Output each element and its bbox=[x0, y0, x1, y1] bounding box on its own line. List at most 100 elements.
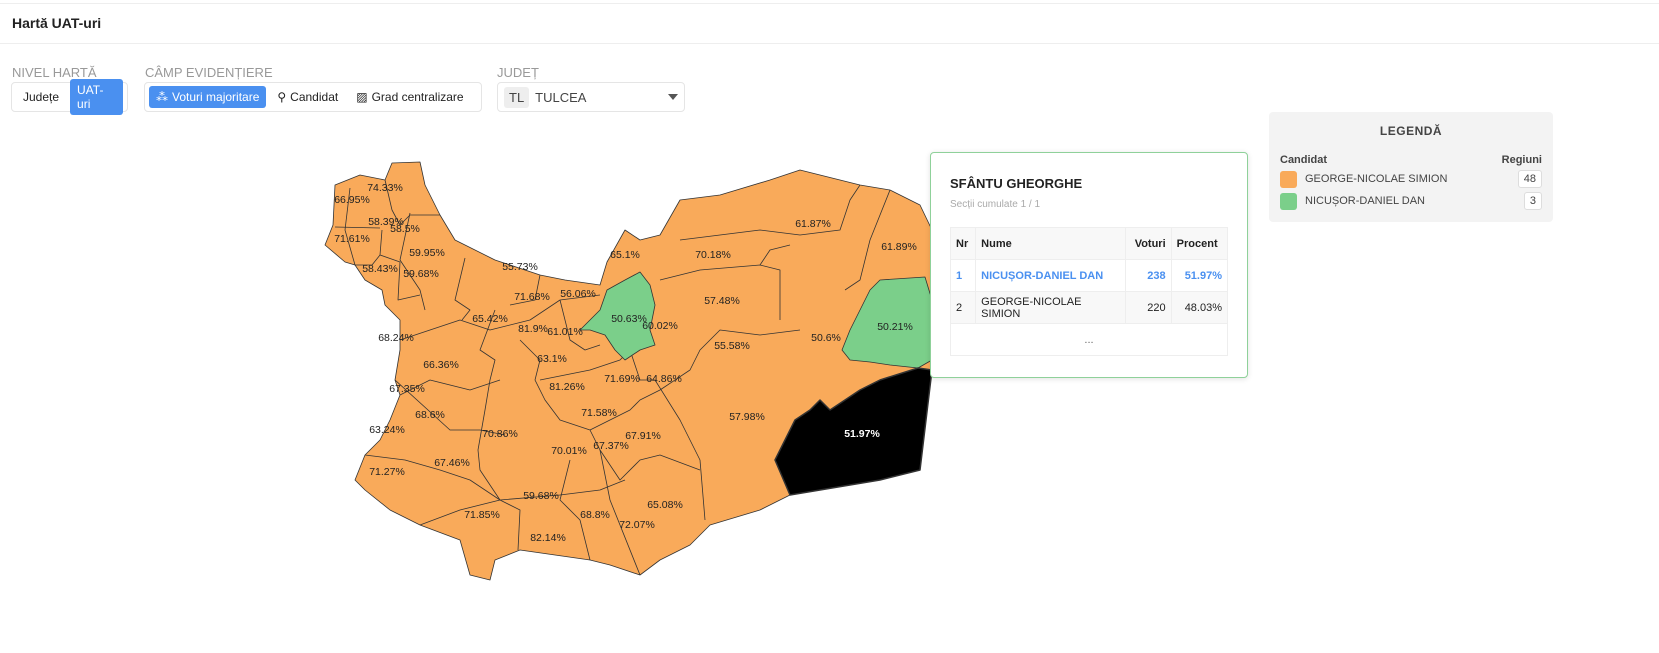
uat-percent-label: 50.21% bbox=[877, 321, 913, 333]
uat-percent-label: 70.86% bbox=[482, 428, 518, 440]
row-name: GEORGE-NICOLAE SIMION bbox=[975, 291, 1127, 324]
uat-percent-label: 72.07% bbox=[619, 519, 655, 531]
uat-percent-label: 61.89% bbox=[881, 241, 917, 253]
map-level-label: NIVEL HARTĂ bbox=[12, 65, 97, 80]
nodes-icon: ⁂ bbox=[156, 90, 168, 104]
uat-border bbox=[399, 212, 426, 311]
uat-percent-label: 59.95% bbox=[409, 247, 445, 259]
tooltip-subtitle: Secții cumulate 1 / 1 bbox=[950, 199, 1041, 210]
uat-percent-label: 65.08% bbox=[647, 499, 683, 511]
candidate-button[interactable]: ⚲ Candidat bbox=[270, 86, 345, 108]
uat-percent-label: 57.98% bbox=[729, 411, 765, 423]
uat-percent-label: 65.42% bbox=[472, 313, 508, 325]
uat-percent-label: 55.58% bbox=[714, 340, 750, 352]
row-votes: 238 bbox=[1125, 259, 1172, 292]
uat-percent-label: 60.02% bbox=[642, 320, 678, 332]
uat-region-selected[interactable] bbox=[774, 367, 933, 496]
legend-name: NICUȘOR-DANIEL DAN bbox=[1305, 195, 1425, 207]
legend-item: GEORGE-NICOLAE SIMION 48 bbox=[1280, 170, 1542, 188]
uat-percent-label: 56.06% bbox=[560, 288, 596, 300]
county-select[interactable]: TL TULCEA bbox=[497, 82, 685, 112]
uat-percent-label: 65.1% bbox=[610, 249, 640, 261]
majority-votes-label: Voturi majoritare bbox=[172, 90, 260, 104]
county-outline[interactable] bbox=[324, 161, 933, 581]
uat-border bbox=[344, 187, 383, 266]
uat-percent-label: 71.85% bbox=[464, 509, 500, 521]
row-name: NICUȘOR-DANIEL DAN bbox=[975, 259, 1127, 292]
uat-border bbox=[844, 189, 891, 291]
chart-icon: ▨ bbox=[356, 90, 368, 104]
uat-percent-label: 58.5% bbox=[390, 223, 420, 235]
uat-border bbox=[759, 244, 791, 266]
uat-border bbox=[334, 226, 381, 229]
col-name: Nume bbox=[975, 227, 1127, 260]
uat-percent-label: 82.14% bbox=[530, 532, 566, 544]
row-nr: 1 bbox=[949, 259, 977, 292]
uat-percent-label: 71.61% bbox=[334, 233, 370, 245]
level-uat-button[interactable]: UAT-uri bbox=[70, 79, 123, 115]
legend-count: 3 bbox=[1523, 192, 1542, 210]
legend-swatch bbox=[1280, 192, 1297, 210]
uat-percent-label: 68.24% bbox=[378, 332, 414, 344]
uat-border bbox=[454, 257, 471, 321]
majority-votes-button[interactable]: ⁂ Voturi majoritare bbox=[149, 86, 267, 108]
uat-percent-label: 70.18% bbox=[695, 249, 731, 261]
uat-percent-label: 66.36% bbox=[423, 359, 459, 371]
uat-percent-label: 74.33% bbox=[367, 182, 403, 194]
centralization-button[interactable]: ▨ Grad centralizare bbox=[349, 86, 470, 108]
uat-percent-label: 51.97% bbox=[844, 428, 880, 440]
uat-region-dan[interactable] bbox=[579, 271, 656, 361]
page-title: Hartă UAT-uri bbox=[0, 3, 1659, 44]
uat-percent-label: 67.46% bbox=[434, 457, 470, 469]
results-table: Nr Nume Voturi Procent 1 NICUȘOR-DANIEL DAN 2… bbox=[949, 227, 1229, 356]
uat-border bbox=[589, 329, 801, 431]
centralization-label: Grad centralizare bbox=[371, 90, 464, 104]
uat-percent-label: 71.58% bbox=[581, 407, 617, 419]
legend-name: GEORGE-NICOLAE SIMION bbox=[1305, 173, 1448, 185]
uat-percent-label: 81.26% bbox=[549, 381, 585, 393]
uat-percent-label: 66.95% bbox=[334, 194, 370, 206]
col-pct: Procent bbox=[1170, 227, 1229, 260]
uat-percent-label: 58.39% bbox=[368, 216, 404, 228]
uat-percent-label: 63.1% bbox=[537, 353, 567, 365]
uat-border bbox=[379, 254, 421, 301]
table-row: 2 GEORGE-NICOLAE SIMION 220 48.03% bbox=[949, 291, 1229, 324]
tooltip-title: SFÂNTU GHEORGHE bbox=[950, 176, 1083, 191]
uat-percent-label: 67.37% bbox=[593, 440, 629, 452]
uat-border bbox=[629, 349, 706, 521]
uat-percent-label: 59.68% bbox=[523, 490, 559, 502]
col-nr: Nr bbox=[949, 227, 977, 260]
level-counties-button[interactable]: Județe bbox=[23, 90, 60, 104]
legend-swatch bbox=[1280, 170, 1297, 188]
uat-percent-label: 64.86% bbox=[646, 373, 682, 385]
highlight-field-toggle: ⁂ Voturi majoritare ⚲ Candidat ▨ Grad centr… bbox=[144, 82, 482, 112]
uat-percent-label: 63.24% bbox=[369, 424, 405, 436]
uat-border bbox=[559, 459, 591, 561]
uat-border bbox=[509, 274, 541, 306]
uat-percent-label: 67.35% bbox=[389, 383, 425, 395]
legend-item: NICUȘOR-DANIEL DAN 3 bbox=[1280, 192, 1542, 210]
row-pct: 48.03% bbox=[1170, 291, 1229, 324]
uat-percent-label: 61.87% bbox=[795, 218, 831, 230]
uat-percent-label: 55.73% bbox=[502, 261, 538, 273]
uat-border bbox=[394, 379, 506, 436]
uat-percent-label: 81.9% bbox=[518, 323, 548, 335]
highlight-field-label: CÂMP EVIDENȚIERE bbox=[145, 65, 273, 80]
col-votes: Voturi bbox=[1125, 227, 1172, 260]
legend: LEGENDĂ Candidat Regiuni GEORGE-NICOLAE S… bbox=[1269, 112, 1553, 222]
uat-border bbox=[399, 379, 501, 396]
uat-border bbox=[399, 294, 601, 341]
uat-percent-label: 67.91% bbox=[625, 430, 661, 442]
uat-percent-label: 68.8% bbox=[580, 509, 610, 521]
region-tooltip: SFÂNTU GHEORGHE Secții cumulate 1 / 1 Nr… bbox=[930, 152, 1248, 378]
map-level-toggle: Județe UAT-uri bbox=[11, 79, 128, 115]
uat-border bbox=[559, 299, 601, 351]
uat-border bbox=[679, 184, 861, 241]
uat-percent-label: 71.69% bbox=[604, 373, 640, 385]
uat-percent-label: 58.43% bbox=[362, 263, 398, 275]
legend-col-regions: Regiuni bbox=[1501, 154, 1542, 166]
uat-region-dan[interactable] bbox=[841, 276, 933, 369]
uat-percent-label: 70.01% bbox=[551, 445, 587, 457]
uat-percent-label: 50.6% bbox=[811, 332, 841, 344]
